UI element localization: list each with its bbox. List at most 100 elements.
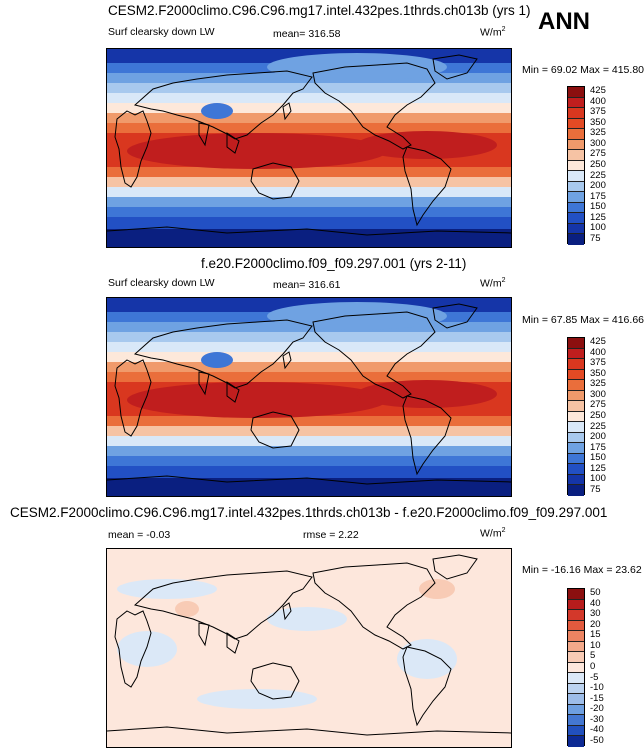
map-band: [107, 229, 511, 247]
colorbar-tick-label: 425: [590, 85, 606, 97]
panel3-rmse-label: rmse = 2.22: [303, 529, 359, 541]
colorbar-segment: [568, 181, 584, 193]
coastline: [282, 351, 292, 370]
panel3-mean-label: mean = -0.03: [108, 529, 171, 541]
colorbar-tick-label: 375: [590, 106, 606, 118]
colorbar-tick-label: 300: [590, 137, 606, 149]
colorbar-segment: [568, 401, 584, 412]
coastline: [250, 162, 300, 200]
coastline: [226, 381, 240, 403]
colorbar-tick-label: 15: [590, 629, 601, 641]
map-band: [107, 446, 511, 456]
map-band: [107, 416, 511, 426]
colorbar-segment: [568, 422, 584, 433]
colorbar-tick-label: -10: [590, 682, 604, 694]
colorbar-tick-label: 300: [590, 388, 606, 400]
colorbar-segment: [568, 223, 584, 235]
panel2-title: f.e20.F2000climo.f09_f09.297.001 (yrs 2-…: [201, 256, 467, 271]
map-band: [357, 380, 497, 408]
colorbar-tick-label: 75: [590, 232, 601, 244]
coastline: [226, 132, 240, 154]
colorbar-segment: [568, 704, 584, 716]
colorbar-tick-label: 400: [590, 95, 606, 107]
colorbar-tick-label: 5: [590, 650, 596, 662]
colorbar-tick-label: -50: [590, 734, 604, 746]
colorbar-segment: [568, 129, 584, 140]
coastline: [250, 411, 300, 449]
coastline: [402, 646, 452, 727]
map-band: [201, 103, 233, 119]
map-band: [107, 436, 511, 446]
colorbar-tick-label: -20: [590, 703, 604, 715]
map-band: [107, 187, 511, 197]
colorbar-tick-label: 325: [590, 127, 606, 139]
colorbar-tick-label: 100: [590, 222, 606, 234]
map-band: [267, 302, 447, 330]
colorbar-segment: [568, 673, 584, 684]
colorbar-tick-label: 375: [590, 357, 606, 369]
coastline: [282, 602, 292, 621]
colorbar-tick-label: 75: [590, 483, 601, 495]
panel3-units: W/m2: [480, 527, 506, 540]
panel3-colorbar: [567, 588, 585, 747]
colorbar-segment: [568, 97, 584, 109]
map-band: [107, 113, 511, 123]
map-band: [107, 177, 511, 187]
coastline: [282, 102, 292, 121]
panel2-units: W/m2: [480, 277, 506, 290]
coastline: [107, 475, 511, 485]
coastline: [107, 226, 511, 236]
map-band: [107, 167, 511, 177]
colorbar-tick-label: -40: [590, 724, 604, 736]
map-band: [267, 607, 347, 631]
map-band: [107, 342, 511, 352]
map-band: [107, 93, 511, 103]
colorbar-segment: [568, 234, 584, 245]
colorbar-segment: [568, 620, 584, 632]
panel3-minmax: Min = -16.16 Max = 23.62: [522, 564, 642, 576]
colorbar-segment: [568, 192, 584, 203]
map-band: [107, 466, 511, 478]
colorbar-tick-label: -15: [590, 692, 604, 704]
colorbar-segment: [568, 474, 584, 486]
coastline: [432, 554, 478, 580]
map-svg: [107, 549, 511, 747]
colorbar-segment: [568, 432, 584, 444]
colorbar-tick-label: 250: [590, 159, 606, 170]
colorbar-segment: [568, 599, 584, 611]
coastline: [198, 371, 210, 396]
colorbar-segment: [568, 662, 584, 674]
colorbar-tick-label: 100: [590, 473, 606, 485]
colorbar-tick-label: 125: [590, 211, 606, 223]
colorbar-segment: [568, 108, 584, 119]
map-band: [107, 456, 511, 466]
colorbar-tick-label: 50: [590, 587, 601, 599]
colorbar-tick-label: 350: [590, 116, 606, 128]
colorbar-tick-label: 0: [590, 661, 596, 672]
coastline: [312, 562, 436, 650]
colorbar-segment: [568, 652, 584, 663]
colorbar-tick-label: 150: [590, 452, 606, 464]
colorbar-segment: [568, 485, 584, 496]
panel1-mean-label: mean= 316.58: [273, 28, 341, 40]
panel1-title: CESM2.F2000climo.C96.C96.mg17.intel.432p…: [108, 3, 531, 18]
colorbar-segment: [568, 736, 584, 747]
colorbar-segment: [568, 390, 584, 402]
coastline: [432, 54, 478, 80]
coastline: [133, 570, 313, 640]
colorbar-tick-label: 400: [590, 346, 606, 358]
colorbar-segment: [568, 213, 584, 224]
map-band: [107, 83, 511, 93]
colorbar-tick-label: 275: [590, 148, 606, 160]
map-band: [107, 478, 511, 496]
map-band: [197, 689, 317, 709]
colorbar-segment: [568, 202, 584, 214]
colorbar-segment: [568, 443, 584, 454]
colorbar-segment: [568, 464, 584, 475]
colorbar-tick-label: 20: [590, 618, 601, 630]
colorbar-segment: [568, 369, 584, 381]
colorbar-tick-label: -5: [590, 671, 599, 683]
coastline: [402, 395, 452, 476]
map-svg: [107, 298, 511, 496]
map-band: [419, 579, 455, 599]
